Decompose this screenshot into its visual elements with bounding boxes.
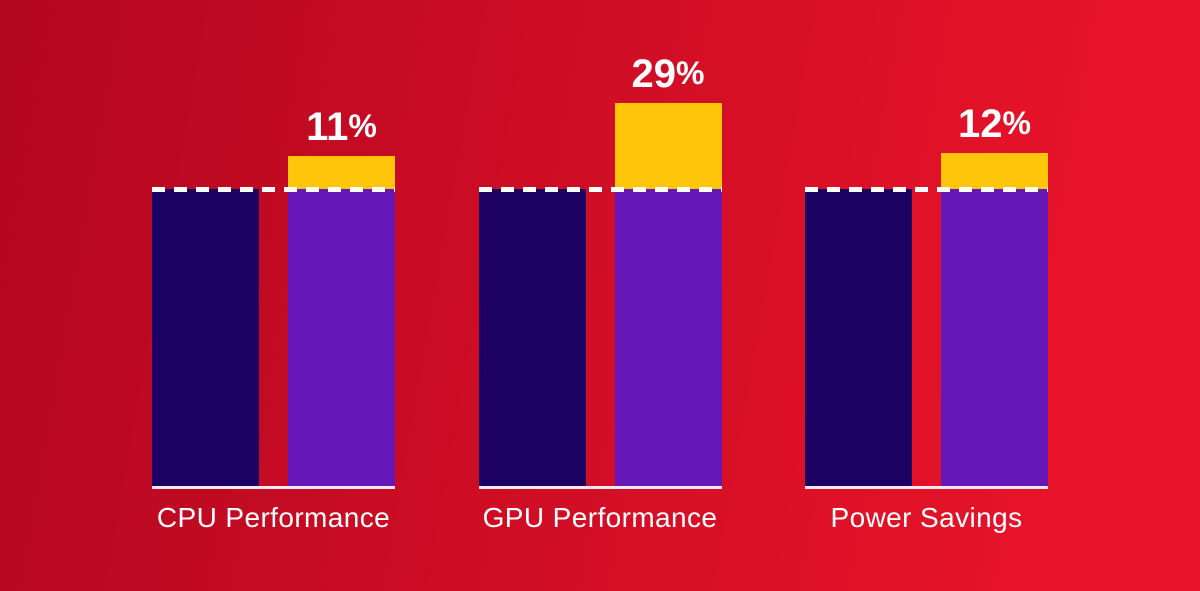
baseline-bar — [152, 189, 259, 486]
improvement-value-label: 12% — [941, 104, 1048, 144]
x-axis-line — [805, 486, 1048, 489]
chart-group: 11% CPU Performance — [152, 0, 395, 591]
chart-group: 29% GPU Performance — [478, 0, 722, 591]
improvement-value-label: 29% — [615, 54, 722, 94]
improvement-cap-bar — [941, 153, 1048, 189]
plot-area: 12% — [805, 0, 1048, 489]
baseline-dashed-line — [152, 187, 395, 192]
baseline-bar — [478, 189, 586, 486]
improvement-value-number: 29 — [631, 51, 677, 96]
improvement-value-label: 11% — [288, 107, 395, 147]
improvement-cap-bar — [614, 102, 722, 189]
x-axis-line — [478, 486, 722, 489]
improved-bar — [614, 189, 722, 486]
percent-sign: % — [348, 108, 377, 145]
plot-area: 29% — [478, 0, 722, 489]
category-label: CPU Performance — [156, 502, 391, 533]
baseline-dashed-line — [805, 187, 1048, 192]
improvement-value-number: 12 — [958, 102, 1003, 147]
improvement-cap-bar — [288, 156, 395, 189]
x-axis-line — [152, 486, 395, 489]
baseline-bar — [805, 189, 912, 486]
improved-bar — [941, 189, 1048, 486]
improvement-value-number: 11 — [306, 105, 349, 150]
plot-area: 11% — [152, 0, 395, 489]
percent-sign: % — [676, 54, 705, 91]
category-label: Power Savings — [830, 502, 1023, 533]
chart-group: 12% Power Savings — [805, 0, 1048, 591]
improved-bar — [288, 189, 395, 486]
baseline-dashed-line — [478, 187, 722, 192]
percent-sign: % — [1002, 105, 1031, 142]
category-label: GPU Performance — [482, 502, 718, 533]
